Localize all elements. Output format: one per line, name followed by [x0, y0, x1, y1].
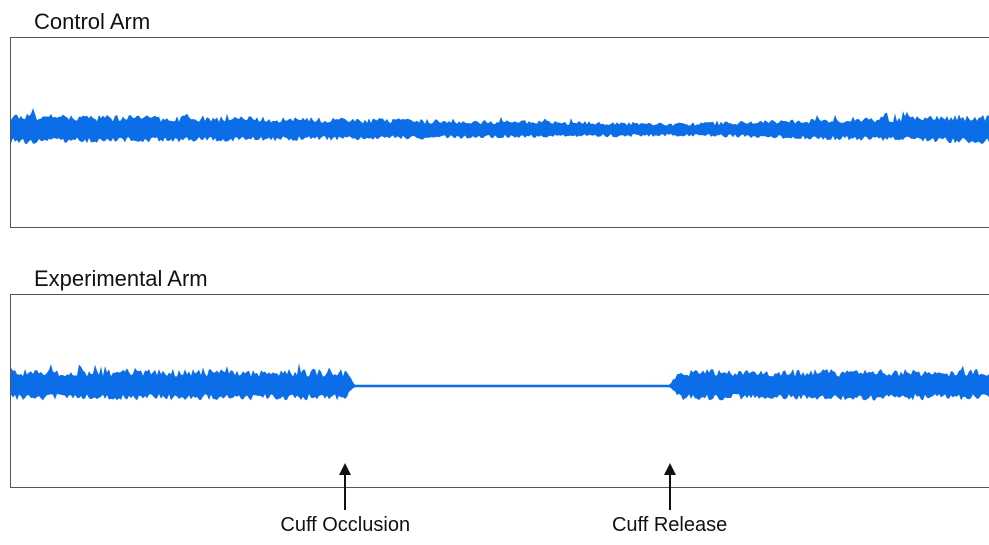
control-arm-plot: [10, 37, 989, 228]
signal-trace: [11, 108, 989, 144]
cuff-release-arrow-icon: [663, 463, 676, 510]
experimental-arm-title: Experimental Arm: [34, 266, 208, 291]
cuff-release-label: Cuff Release: [611, 514, 728, 536]
experimental-arm-signal-svg: [11, 363, 989, 401]
cuff-occlusion-arrow-icon: [339, 463, 352, 510]
signal-trace: [11, 363, 989, 401]
control-arm-signal-svg: [11, 108, 989, 144]
cuff-occlusion-label: Cuff Occlusion: [280, 514, 411, 536]
control-arm-title: Control Arm: [34, 9, 151, 34]
experimental-arm-plot: [10, 294, 989, 488]
